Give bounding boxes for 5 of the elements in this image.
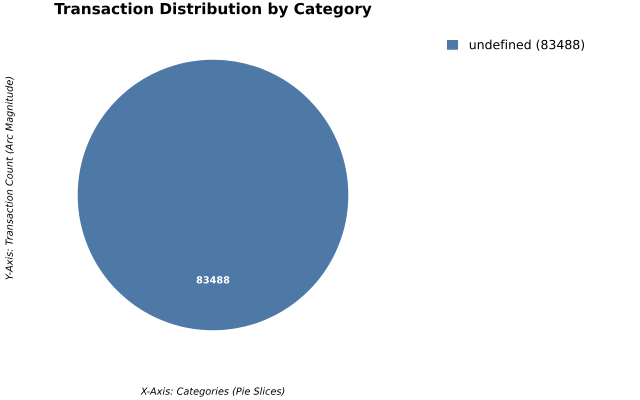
chart-title: Transaction Distribution by Category [54, 2, 372, 18]
text: Y-Axis: Transaction Count (Arc Magnitude) [5, 76, 15, 280]
data-label: 83488 [196, 276, 230, 284]
text: X-Axis: Categories (Pie Slices) [140, 387, 284, 397]
legend-label: undefined (83488) [470, 40, 584, 51]
